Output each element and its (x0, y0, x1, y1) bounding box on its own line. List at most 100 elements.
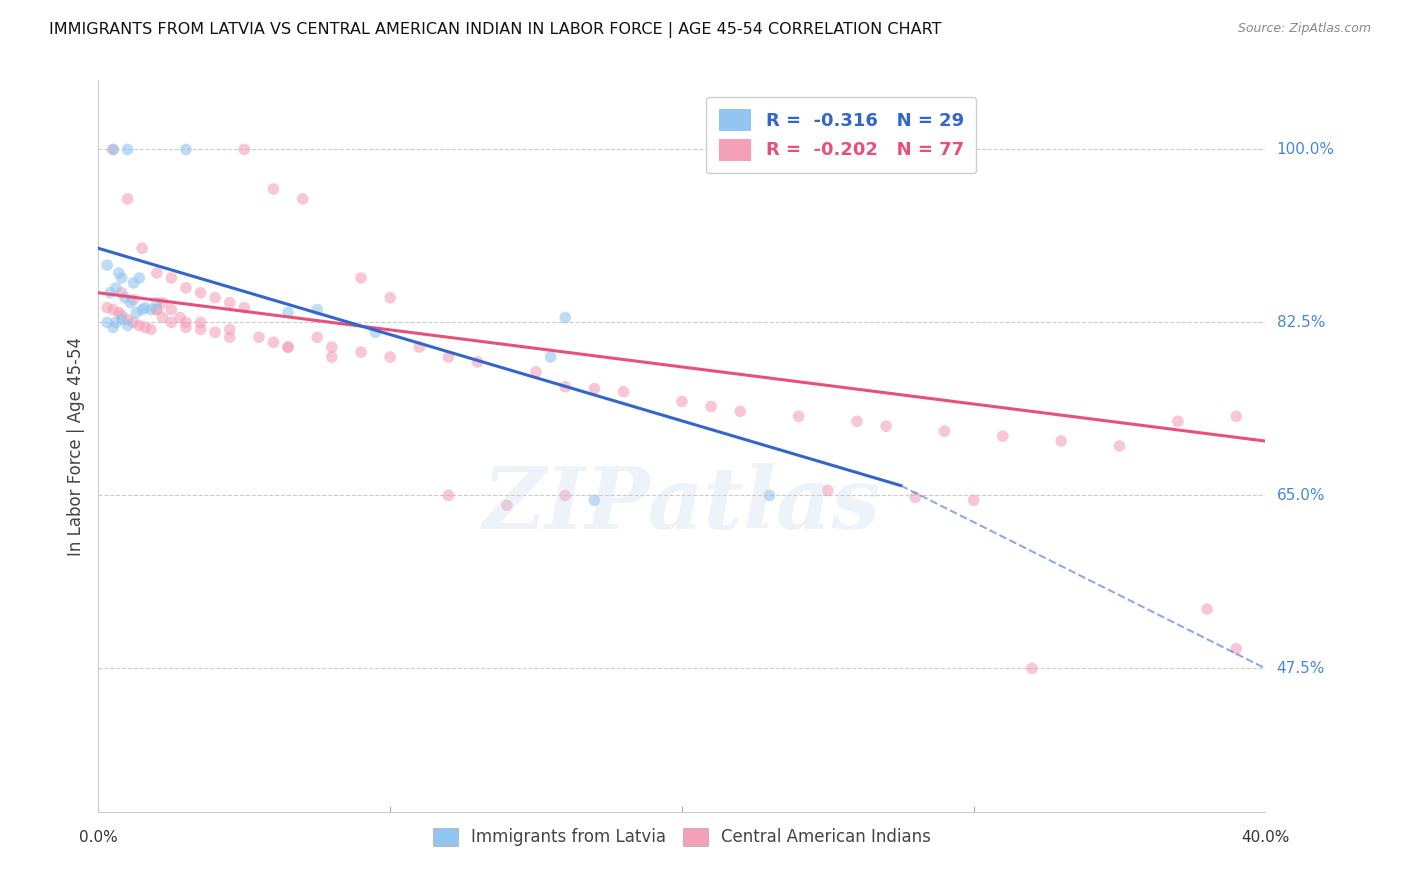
Point (612, 384, 634, 399)
Point (934, 424, 956, 438)
Point (1167, 414, 1189, 428)
Point (117, 318, 139, 333)
Point (1108, 439, 1130, 453)
Point (277, 305, 299, 319)
Point (146, 302, 169, 317)
Point (991, 429, 1014, 443)
Point (380, 350, 402, 364)
Point (101, 320, 124, 334)
Point (1225, 409, 1247, 424)
Point (554, 488, 576, 502)
Point (307, 302, 329, 317)
Text: 40.0%: 40.0% (1241, 830, 1289, 845)
Text: 82.5%: 82.5% (1277, 315, 1324, 330)
Point (1021, 661, 1043, 675)
Point (134, 301, 156, 315)
Point (174, 281, 197, 295)
Text: IMMIGRANTS FROM LATVIA VS CENTRAL AMERICAN INDIAN IN LABOR FORCE | AGE 45-54 COR: IMMIGRANTS FROM LATVIA VS CENTRAL AMERIC… (49, 22, 942, 38)
Point (111, 309, 134, 323)
Point (218, 295, 240, 310)
Point (233, 301, 256, 315)
Point (787, 409, 810, 424)
Text: Source: ZipAtlas.com: Source: ZipAtlas.com (1237, 22, 1371, 36)
Point (307, 330, 329, 344)
Point (247, 330, 270, 344)
Point (101, 143, 124, 157)
Point (321, 350, 343, 364)
Point (730, 404, 752, 418)
Point (111, 271, 134, 285)
Point (583, 382, 606, 396)
Point (128, 271, 150, 285)
Point (122, 276, 145, 290)
Legend: Immigrants from Latvia, Central American Indians: Immigrants from Latvia, Central American… (425, 819, 939, 855)
Point (277, 340, 299, 354)
Point (380, 291, 402, 305)
Point (496, 498, 519, 512)
Point (134, 320, 156, 334)
Point (758, 488, 780, 502)
Point (131, 241, 153, 255)
Point (962, 493, 984, 508)
Point (190, 315, 212, 329)
Point (174, 315, 197, 329)
Point (218, 330, 240, 344)
Point (101, 143, 124, 157)
Point (554, 310, 576, 325)
Point (146, 295, 169, 310)
Point (262, 182, 284, 196)
Point (671, 394, 693, 409)
Point (277, 340, 299, 354)
Point (364, 326, 387, 340)
Point (104, 281, 127, 295)
Point (524, 365, 547, 379)
Point (146, 266, 169, 280)
Point (125, 305, 148, 319)
Point (204, 326, 226, 340)
Point (131, 302, 153, 317)
Point (139, 322, 162, 336)
Point (1225, 641, 1247, 656)
Point (1195, 602, 1218, 616)
Point (190, 285, 212, 300)
Point (540, 350, 562, 364)
Point (122, 293, 145, 307)
Point (350, 345, 373, 359)
Point (122, 315, 145, 329)
Point (700, 400, 723, 414)
Point (160, 271, 183, 285)
Point (111, 312, 134, 326)
Point (218, 322, 240, 336)
Point (190, 322, 212, 336)
Point (437, 350, 460, 364)
Point (817, 483, 839, 498)
Point (111, 285, 134, 300)
Point (146, 302, 169, 317)
Point (160, 315, 183, 329)
Point (233, 143, 256, 157)
Point (174, 320, 197, 334)
Point (101, 302, 124, 317)
Point (108, 305, 131, 319)
Text: 0.0%: 0.0% (79, 830, 118, 845)
Point (291, 192, 314, 206)
Point (554, 380, 576, 394)
Point (114, 291, 136, 305)
Point (96, 301, 118, 315)
Point (262, 335, 284, 350)
Point (1050, 434, 1073, 448)
Point (117, 312, 139, 326)
Point (467, 355, 489, 369)
Point (169, 310, 191, 325)
Point (408, 340, 430, 354)
Text: ZIPatlas: ZIPatlas (482, 463, 882, 546)
Point (152, 295, 174, 310)
Point (583, 493, 606, 508)
Point (98, 285, 121, 300)
Point (204, 291, 226, 305)
Point (120, 295, 142, 310)
Point (117, 192, 139, 206)
Point (117, 143, 139, 157)
Text: 47.5%: 47.5% (1277, 661, 1324, 676)
Point (139, 302, 162, 317)
